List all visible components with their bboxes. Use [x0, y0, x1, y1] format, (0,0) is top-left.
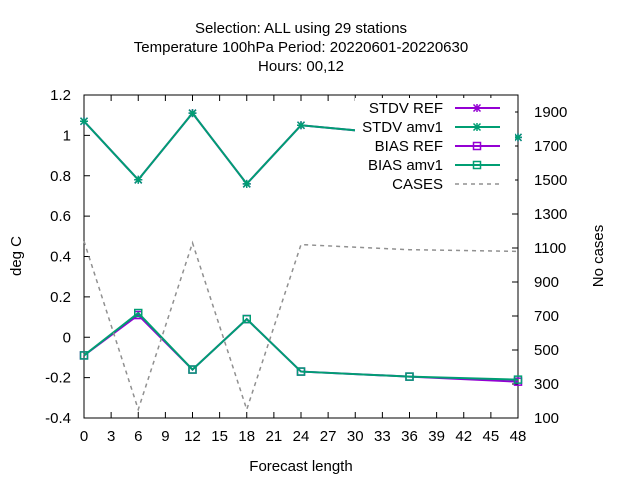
- x-tick-label: 12: [184, 428, 201, 445]
- legend-marker: [472, 122, 482, 132]
- x-tick-label: 15: [211, 428, 228, 445]
- x-tick-label: 18: [238, 428, 255, 445]
- y-tick-label: -0.2: [45, 370, 71, 387]
- legend-label: STDV REF: [369, 100, 443, 117]
- legend: STDV REF STDV amv1 BIAS REF BIAS amv1 CASES: [355, 98, 515, 194]
- y-tick-label: 0.8: [50, 168, 71, 185]
- x-tick-label: 0: [80, 428, 88, 445]
- data-point: [188, 365, 197, 374]
- y-axis-label: deg C: [8, 236, 25, 276]
- series-bias-amv1: [79, 308, 523, 384]
- y-tick-label: 0.6: [50, 208, 71, 225]
- data-point: [296, 367, 306, 376]
- x-axis-label: Forecast length: [249, 458, 352, 475]
- data-point: [79, 117, 89, 126]
- data-point: [513, 133, 523, 142]
- y2-tick-label: 900: [534, 274, 559, 291]
- y-tick-label: 0.4: [50, 249, 71, 266]
- data-point: [242, 179, 251, 188]
- x-tick-label: 48: [510, 428, 527, 445]
- x-tick-label: 42: [455, 428, 472, 445]
- y2-tick-label: 100: [534, 410, 559, 427]
- legend-marker: [472, 141, 482, 151]
- y2-tick-label: 700: [534, 308, 559, 325]
- legend-label: BIAS REF: [375, 138, 443, 155]
- legend-marker: [472, 160, 482, 170]
- x-tick-label: 24: [293, 428, 310, 445]
- data-point: [405, 372, 414, 381]
- series-line: [83, 311, 519, 381]
- x-tick-label: 6: [134, 428, 142, 445]
- x-tick-label: 33: [374, 428, 391, 445]
- legend-label: STDV amv1: [362, 119, 443, 136]
- data-point: [513, 375, 523, 384]
- x-tick-label: 9: [161, 428, 169, 445]
- x-tick-label: 39: [428, 428, 445, 445]
- y-tick-label: 0: [63, 329, 71, 346]
- title-line-1: Selection: ALL using 29 stations: [195, 20, 407, 37]
- y-tick-label: 1: [63, 127, 71, 144]
- data-point: [296, 121, 306, 130]
- y2-tick-label: 1700: [534, 138, 567, 155]
- y-axis: -0.4 -0.2 0 0.2 0.4 0.6 0.8 1 1.2: [45, 87, 90, 427]
- y-tick-label: -0.4: [45, 410, 71, 427]
- y2-tick-label: 1300: [534, 206, 567, 223]
- x-tick-label: 3: [107, 428, 115, 445]
- x-tick-label: 21: [266, 428, 283, 445]
- x-tick-label: 45: [483, 428, 500, 445]
- data-point: [134, 175, 143, 184]
- x-tick-label: 27: [320, 428, 337, 445]
- data-point: [79, 351, 89, 360]
- legend-label: BIAS amv1: [368, 157, 443, 174]
- chart-title: Selection: ALL using 29 stations Tempera…: [134, 20, 468, 75]
- legend-label: CASES: [392, 176, 443, 193]
- y2-tick-label: 1100: [534, 240, 566, 257]
- y2-tick-label: 500: [534, 342, 559, 359]
- data-point: [188, 109, 197, 118]
- series-cases: [83, 240, 519, 412]
- legend-marker: [472, 103, 482, 113]
- y2-tick-label: 1500: [534, 172, 567, 189]
- x-tick-label: 30: [347, 428, 364, 445]
- y2-axis-label: No cases: [590, 225, 607, 288]
- y-tick-label: 1.2: [50, 87, 71, 104]
- y-tick-label: 0.2: [50, 289, 71, 306]
- x-tick-label: 36: [401, 428, 418, 445]
- data-point: [242, 314, 251, 324]
- series-line: [83, 240, 519, 412]
- title-line-3: Hours: 00,12: [258, 58, 344, 75]
- y2-tick-label: 1900: [534, 104, 567, 121]
- data-point: [134, 308, 143, 318]
- x-axis: 0 3 6 9 12 15 18 21 24 27 30 33 36 39 42 45 48: [80, 95, 527, 445]
- y2-tick-label: 300: [534, 376, 559, 393]
- title-line-2: Temperature 100hPa Period: 20220601-2022…: [134, 39, 468, 56]
- y2-axis: 100 300 500 700 900 1100 1300 1500 1700 1900: [512, 104, 567, 427]
